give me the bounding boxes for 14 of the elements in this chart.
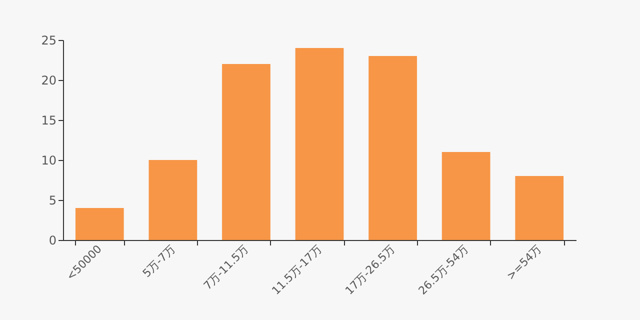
y-tick-label: 10: [41, 154, 56, 168]
bar: [368, 56, 417, 240]
y-tick-label: 5: [48, 194, 56, 208]
x-tick-label: 5万-7万: [140, 242, 178, 280]
bar: [148, 160, 198, 240]
y-tick-label: 15: [41, 114, 56, 128]
bar: [222, 64, 270, 240]
bar: [442, 152, 490, 240]
bar: [295, 48, 344, 240]
bar: [515, 176, 564, 240]
y-tick-label: 20: [41, 74, 56, 88]
y-tick-label: 0: [48, 234, 56, 248]
y-tick-label: 25: [41, 34, 56, 48]
bar: [75, 208, 124, 240]
